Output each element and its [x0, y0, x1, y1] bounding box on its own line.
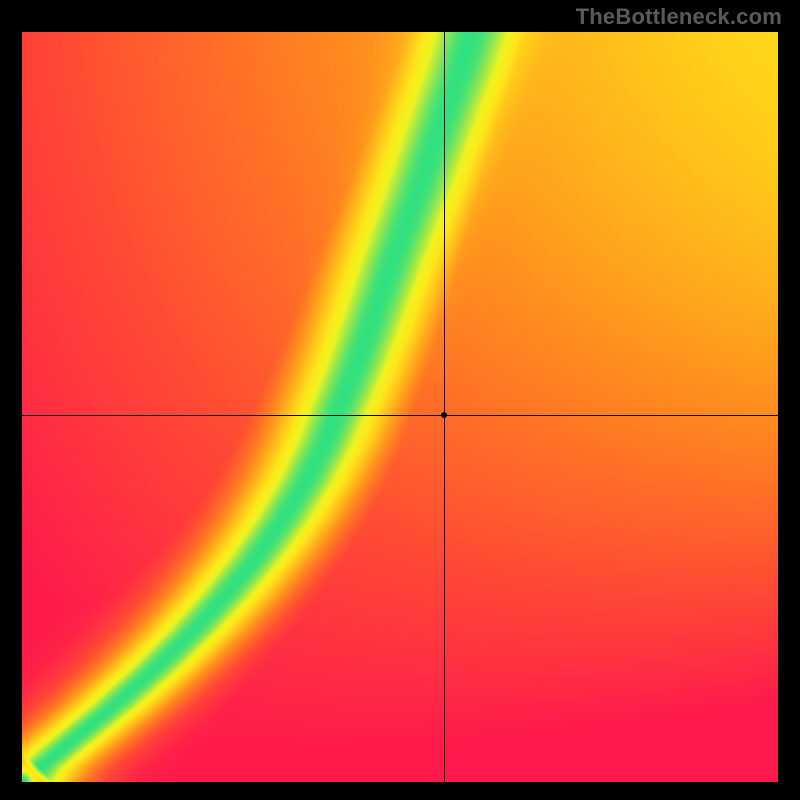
- crosshair-vertical: [444, 32, 445, 782]
- outer-frame: TheBottleneck.com: [0, 0, 800, 800]
- watermark-text: TheBottleneck.com: [576, 4, 782, 30]
- crosshair-horizontal: [22, 415, 778, 416]
- plot-area: [22, 32, 778, 782]
- crosshair-marker: [441, 412, 447, 418]
- heatmap-canvas: [22, 32, 778, 782]
